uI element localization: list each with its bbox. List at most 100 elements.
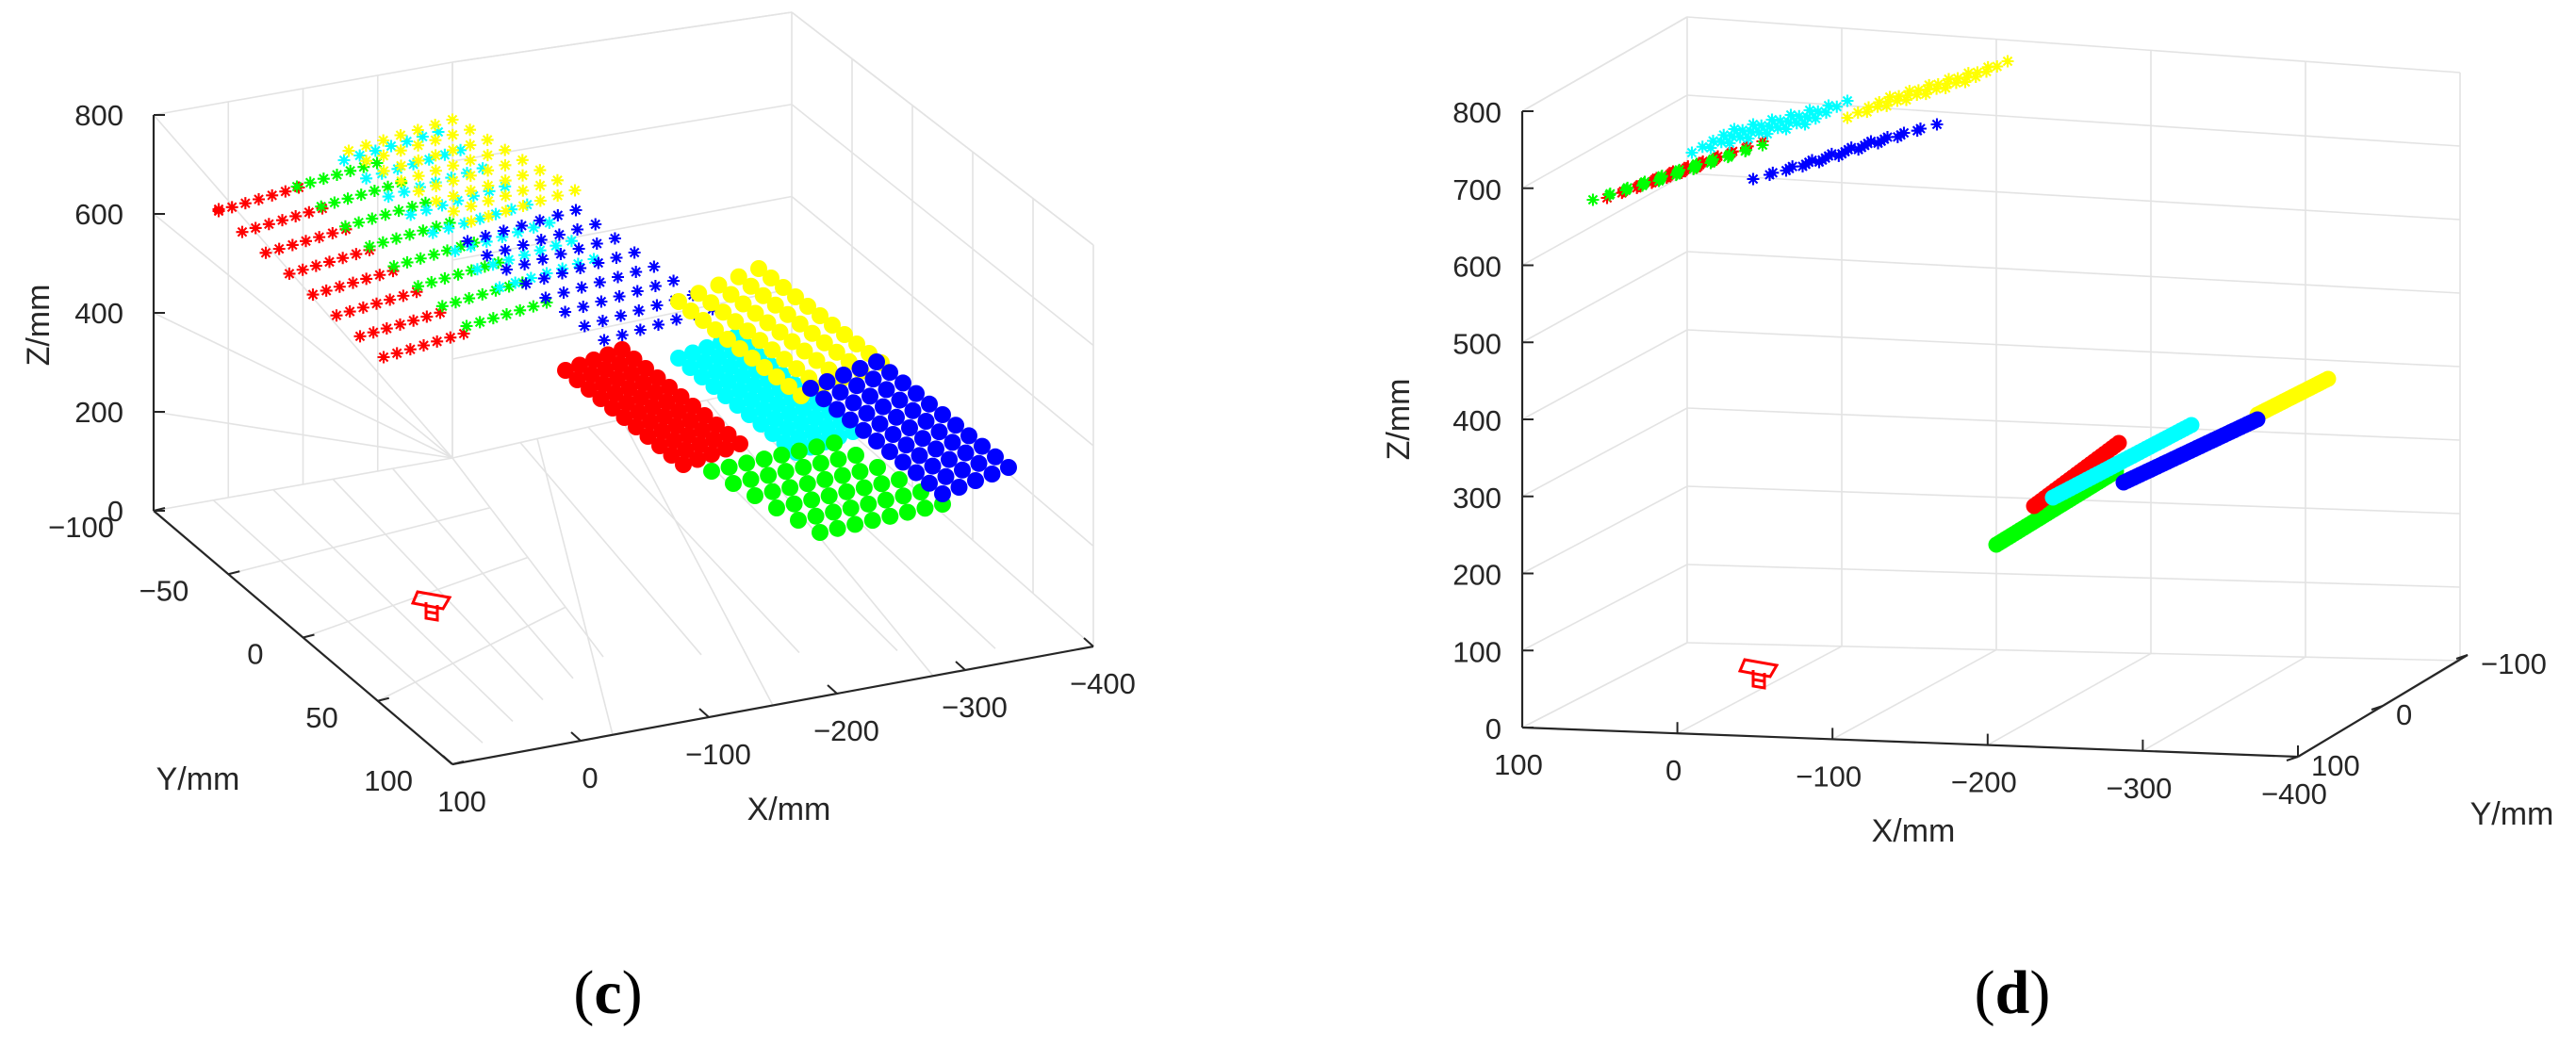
- c-upper-cyan-patch-marker: [520, 198, 533, 211]
- d-gridline: [1686, 251, 2461, 294]
- c-y-tick-label: 100: [364, 764, 413, 797]
- c-upper-blue-patch-marker: [536, 253, 550, 266]
- c-upper-cyan-patch-marker: [543, 216, 556, 229]
- c-lower-cyan-patch-marker: [741, 406, 758, 423]
- c-lower-red-patch-marker: [595, 375, 612, 393]
- d-upper-yellow-patch-marker: [1911, 84, 1925, 97]
- d-upper-green-patch-marker: [1673, 163, 1686, 176]
- c-lower-green-patch-marker: [747, 487, 763, 504]
- c-upper-red-patch-marker: [367, 326, 380, 339]
- c-lower-red-patch-marker: [606, 384, 624, 402]
- c-upper-cyan-patch-marker: [467, 189, 480, 203]
- c-upper-green-patch-marker: [454, 240, 468, 254]
- c-lower-blue-patch-marker: [881, 443, 898, 461]
- d-gridline: [1521, 407, 1688, 498]
- c-lower-green-patch-marker: [777, 463, 795, 481]
- c-upper-green-patch-marker: [438, 271, 451, 285]
- c-lower-red-patch-marker: [568, 371, 586, 388]
- c-lower-red-patch-marker: [672, 388, 690, 405]
- c-lower-green-patch-marker: [785, 495, 803, 513]
- c-upper-green-patch-marker: [463, 292, 476, 305]
- c-upper-green-patch-marker: [412, 280, 425, 293]
- c-upper-cyan-patch-marker: [449, 244, 462, 257]
- c-upper-yellow-patch-marker: [517, 200, 530, 212]
- c-upper-red-patch-marker: [407, 314, 420, 327]
- c-upper-blue-patch-marker: [595, 295, 608, 308]
- c-lower-blue-patch-marker: [934, 406, 951, 423]
- c-upper-blue-patch-marker: [596, 315, 609, 327]
- c-gridline: [791, 104, 1094, 347]
- c-upper-cyan-patch-marker: [413, 181, 426, 194]
- c-lower-cyan-patch-marker: [681, 359, 699, 376]
- d-upper-yellow-patch-marker: [1881, 95, 1895, 108]
- d-upper-cyan-patch-marker: [1733, 131, 1747, 144]
- c-x-tick-label: −100: [685, 738, 751, 771]
- c-lower-cyan-patch-marker: [694, 368, 711, 385]
- c-lower-blue-patch-marker: [881, 364, 898, 382]
- c-upper-red-patch-marker: [313, 231, 326, 244]
- c-lower-green-patch-marker: [826, 434, 843, 451]
- c-lower-red-patch-marker: [703, 446, 720, 463]
- d-upper-cyan-patch-marker: [1707, 135, 1719, 147]
- c-lower-yellow-patch-marker: [848, 335, 865, 352]
- d-upper-yellow-patch-marker: [1911, 89, 1924, 101]
- c-lower-blue-patch-marker: [908, 384, 925, 402]
- c-upper-cyan-patch-marker: [416, 130, 429, 143]
- d-upper-cyan-patch-marker: [1809, 112, 1822, 125]
- c-upper-yellow-patch-marker: [412, 170, 425, 183]
- c-lower-yellow-patch-marker: [759, 314, 777, 332]
- c-lower-red-patch-marker: [675, 456, 692, 473]
- c-upper-blue-patch-marker: [572, 242, 585, 255]
- d-upper-blue-patch-marker: [1881, 131, 1894, 143]
- d-upper-yellow-patch-marker: [1841, 111, 1854, 124]
- c-lower-red-patch-marker: [571, 356, 588, 374]
- c-upper-red-patch-marker: [323, 255, 336, 269]
- caption-c: (c): [573, 958, 642, 1027]
- c-upper-yellow-patch-marker: [517, 169, 530, 182]
- d-gridline: [1686, 407, 2461, 441]
- c-upper-yellow-patch-marker: [447, 159, 460, 172]
- c-lower-green-patch-marker: [891, 471, 908, 488]
- c-upper-yellow-patch-marker: [499, 174, 512, 188]
- d-gridline: [1521, 329, 1688, 420]
- c-lower-green-patch-marker: [773, 446, 791, 464]
- c-lower-red-patch-marker: [609, 370, 626, 387]
- c-upper-green-patch-marker: [331, 169, 343, 181]
- c-lower-yellow-patch-marker: [763, 270, 779, 286]
- c-upper-yellow-patch-marker: [482, 194, 495, 207]
- d-upper-yellow-patch: [1841, 55, 2014, 124]
- c-lower-cyan-patch-marker: [779, 419, 796, 437]
- d-upper-yellow-patch-marker: [1923, 78, 1936, 91]
- c-upper-cyan-patch-marker: [435, 199, 449, 212]
- c-upper-cyan-patch-marker: [476, 162, 489, 175]
- c-lower-cyan-patch-marker: [746, 377, 763, 394]
- c-lower-red-patch-marker: [647, 384, 664, 401]
- c-lower-red-patch-marker: [665, 432, 682, 450]
- c-upper-yellow-patch-marker: [481, 133, 494, 146]
- d-upper-yellow-patch-marker: [1951, 72, 1964, 85]
- c-upper-green-patch-marker: [379, 208, 392, 221]
- c-upper-yellow-patch-marker: [533, 194, 547, 207]
- c-upper-green-patch-marker: [435, 300, 449, 313]
- d-upper-cyan-patch-marker: [1742, 132, 1755, 145]
- c-x-tick-label: 0: [582, 761, 598, 794]
- c-upper-green-patch-marker: [387, 260, 401, 273]
- c-lower-green-patch-marker: [851, 463, 869, 481]
- c-upper-red-patch-marker: [418, 339, 430, 352]
- c-upper-yellow-patch-marker: [447, 174, 460, 188]
- c-upper-yellow-patch-marker: [464, 169, 477, 182]
- c-x-tick-label: 100: [437, 785, 486, 818]
- c-lower-green-patch-marker: [833, 466, 851, 484]
- c-upper-green-patch-marker: [354, 188, 368, 202]
- d-upper-red-patch-marker: [1646, 176, 1658, 189]
- c-upper-blue-patch-marker: [554, 248, 567, 260]
- c-upper-green-patch-marker: [449, 296, 462, 309]
- d-upper-yellow-patch-marker: [1941, 77, 1954, 90]
- c-lower-yellow-patch-marker: [787, 288, 804, 305]
- c-upper-cyan-patch-marker: [337, 154, 351, 167]
- c-x-tick-label: −400: [1070, 667, 1136, 700]
- d-x-tick-label: 0: [1665, 754, 1682, 787]
- c-upper-yellow-patch-marker: [465, 200, 478, 213]
- c-upper-red-patch-marker: [356, 301, 369, 314]
- c-lower-blue-patch-marker: [921, 474, 938, 492]
